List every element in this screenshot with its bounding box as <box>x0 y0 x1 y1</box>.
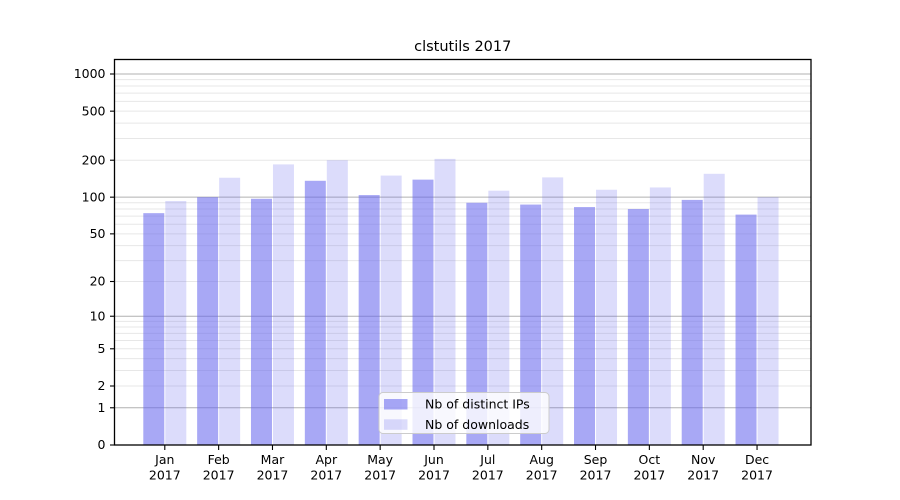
bar-downloads <box>649 187 671 445</box>
legend-box <box>378 392 550 434</box>
bars <box>143 158 779 446</box>
y-tick-label: 200 <box>82 152 106 167</box>
y-tick-label: 2 <box>98 378 106 393</box>
bar-distinct-ips <box>466 202 488 445</box>
y-tick-label: 500 <box>82 103 106 118</box>
y-tick-label: 20 <box>90 274 106 289</box>
y-tick-label: 1 <box>98 400 106 415</box>
x-tick-label-year: 2017 <box>741 468 773 483</box>
bar-downloads <box>757 197 779 445</box>
bar-distinct-ips <box>250 198 272 445</box>
legend-swatch-downloads <box>384 419 408 430</box>
x-tick-labels: Jan2017Feb2017Mar2017Apr2017May2017Jun20… <box>149 452 773 483</box>
x-tick-label-month: Jan <box>154 452 174 467</box>
bar-distinct-ips <box>574 207 596 445</box>
bar-downloads <box>326 160 348 445</box>
legend-label-downloads: Nb of downloads <box>425 417 529 432</box>
x-tick-label-month: Sep <box>584 452 608 467</box>
axis-ticks <box>110 73 758 450</box>
bar-downloads <box>219 177 241 446</box>
x-tick-label-year: 2017 <box>687 468 719 483</box>
bar-distinct-ips <box>358 195 380 445</box>
x-tick-label-month: Nov <box>691 452 716 467</box>
legend: Nb of distinct IPs Nb of downloads <box>378 392 550 434</box>
x-tick-label-month: Apr <box>316 452 338 467</box>
bar-distinct-ips <box>681 199 703 445</box>
bar-distinct-ips <box>197 197 219 445</box>
bar-distinct-ips <box>627 209 649 445</box>
bar-downloads <box>380 175 402 445</box>
x-tick-label-year: 2017 <box>364 468 396 483</box>
x-tick-label-year: 2017 <box>203 468 235 483</box>
y-tick-label: 50 <box>90 226 106 241</box>
y-tick-label: 5 <box>98 341 106 356</box>
bar-downloads <box>596 189 618 445</box>
x-tick-label-month: Jun <box>423 452 444 467</box>
y-tick-label: 100 <box>82 189 106 204</box>
bar-distinct-ips <box>143 213 165 445</box>
legend-label-distinct-ips: Nb of distinct IPs <box>425 397 530 412</box>
x-tick-label-year: 2017 <box>418 468 450 483</box>
x-tick-label-year: 2017 <box>580 468 612 483</box>
bar-downloads <box>703 173 725 446</box>
x-tick-label-month: Feb <box>208 452 230 467</box>
bar-downloads <box>272 164 294 445</box>
legend-swatch-distinct-ips <box>384 399 408 410</box>
bar-downloads <box>542 177 564 446</box>
bar-distinct-ips <box>520 204 542 445</box>
plot-border <box>113 58 812 446</box>
y-tick-labels: 0 1 2 5 10 20 50 100 200 500 1000 <box>74 66 106 452</box>
bar-distinct-ips <box>735 214 757 445</box>
bar-downloads <box>488 190 510 445</box>
bar-distinct-ips <box>304 180 326 445</box>
bar-distinct-ips <box>412 179 434 445</box>
bar-downloads <box>165 201 187 445</box>
x-tick-label-month: Jul <box>479 452 495 467</box>
x-tick-label-year: 2017 <box>526 468 558 483</box>
y-tick-label: 1000 <box>74 66 106 81</box>
bar-downloads <box>434 158 456 445</box>
x-tick-label-year: 2017 <box>310 468 342 483</box>
y-tick-label: 10 <box>90 308 106 323</box>
x-tick-label-year: 2017 <box>472 468 504 483</box>
x-tick-label-year: 2017 <box>633 468 665 483</box>
x-tick-label-month: May <box>367 452 393 467</box>
x-tick-label-month: Dec <box>745 452 769 467</box>
x-tick-label-month: Mar <box>261 452 285 467</box>
chart-title: clstutils 2017 <box>414 39 511 55</box>
x-tick-label-year: 2017 <box>149 468 181 483</box>
x-tick-label-month: Aug <box>529 452 553 467</box>
x-tick-label-year: 2017 <box>257 468 289 483</box>
x-tick-label-month: Oct <box>639 452 661 467</box>
y-tick-label: 0 <box>98 437 106 452</box>
